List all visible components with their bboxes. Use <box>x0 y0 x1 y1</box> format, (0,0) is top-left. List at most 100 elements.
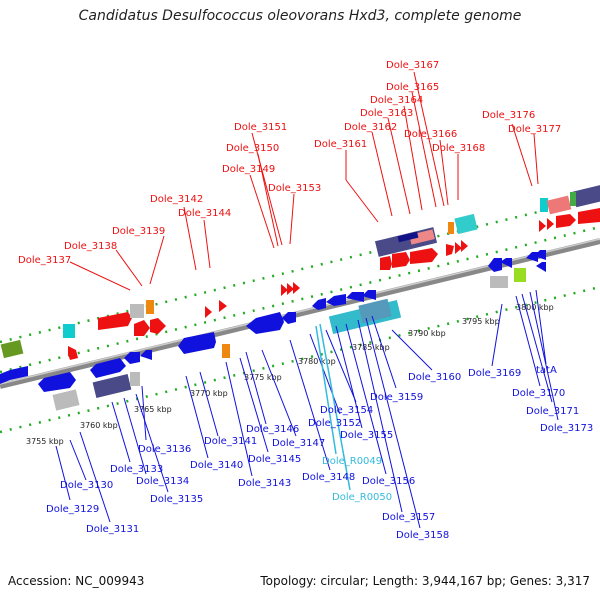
gene-forward[interactable] <box>410 248 438 264</box>
gene-label-upper[interactable]: Dole_3138 <box>64 241 117 252</box>
gene-label-upper[interactable]: Dole_3162 <box>344 122 397 133</box>
gene-label-lower[interactable]: Dole_3155 <box>340 430 393 441</box>
gene-reverse[interactable] <box>500 258 512 268</box>
gene-label-lower[interactable]: Dole_3133 <box>110 464 163 475</box>
feature-olive[interactable] <box>0 339 24 359</box>
feature-gray[interactable] <box>130 304 144 318</box>
gene-reverse[interactable] <box>124 352 140 364</box>
feature-slate[interactable] <box>92 373 132 399</box>
feature-orange[interactable] <box>146 300 154 314</box>
gene-label-lower[interactable]: Dole_3143 <box>238 478 291 489</box>
gene-forward[interactable] <box>219 300 227 312</box>
feature-slate[interactable] <box>572 184 600 208</box>
gene-label-lower[interactable]: Dole_3170 <box>512 388 565 399</box>
gene-forward[interactable] <box>150 318 166 334</box>
gene-reverse[interactable] <box>38 372 76 392</box>
gene-label-upper[interactable]: Dole_3166 <box>404 129 457 140</box>
gene-label-lower[interactable]: Dole_3148 <box>302 472 355 483</box>
gene-label-lower[interactable]: Dole_3145 <box>248 454 301 465</box>
gene-label-lower[interactable]: Dole_3131 <box>86 524 139 535</box>
gene-label-upper[interactable]: Dole_3153 <box>268 183 321 194</box>
gene-label-lower[interactable]: Dole_3152 <box>308 418 361 429</box>
gene-forward[interactable] <box>98 312 132 330</box>
feature-cyan[interactable] <box>63 324 75 338</box>
gene-label-upper[interactable]: Dole_3149 <box>222 164 275 175</box>
gene-forward[interactable] <box>556 214 576 228</box>
gene-reverse[interactable] <box>246 312 284 334</box>
gene-label-lower[interactable]: Dole_3154 <box>320 405 373 416</box>
gene-reverse[interactable] <box>282 312 296 324</box>
gene-reverse[interactable] <box>536 262 546 272</box>
gene-forward[interactable] <box>392 252 410 268</box>
gene-label-lower[interactable]: Dole_3157 <box>382 512 435 523</box>
gene-forward[interactable] <box>205 306 212 318</box>
feature-gray[interactable] <box>490 276 508 288</box>
gene-reverse[interactable] <box>534 250 546 260</box>
feature-cyan[interactable] <box>540 198 548 212</box>
gene-label-upper[interactable]: Dole_3150 <box>226 143 279 154</box>
gene-label-upper[interactable]: Dole_3164 <box>370 95 423 106</box>
gene-forward[interactable] <box>287 283 294 295</box>
gene-reverse[interactable] <box>178 332 216 354</box>
gene-label-lower[interactable]: Dole_3136 <box>138 444 191 455</box>
gene-label-upper[interactable]: Dole_3167 <box>386 60 439 71</box>
gene-label-lower[interactable]: Dole_3171 <box>526 406 579 417</box>
gene-reverse[interactable] <box>526 252 538 262</box>
gene-reverse[interactable] <box>90 358 126 378</box>
gene-label-lower[interactable]: Dole_3130 <box>60 480 113 491</box>
gene-reverse[interactable] <box>362 290 376 300</box>
feature-pink[interactable] <box>409 229 435 245</box>
gene-forward[interactable] <box>455 242 462 254</box>
gene-label-upper[interactable]: Dole_3165 <box>386 82 439 93</box>
feature-pink[interactable] <box>546 195 572 215</box>
gene-forward[interactable] <box>461 240 468 252</box>
gene-label-upper[interactable]: Dole_3161 <box>314 139 367 150</box>
gene-label-upper[interactable]: Dole_3144 <box>178 208 231 219</box>
gene-reverse[interactable] <box>346 292 364 302</box>
gene-label-lower[interactable]: Dole_3146 <box>246 424 299 435</box>
gene-forward[interactable] <box>547 218 554 230</box>
gene-reverse[interactable] <box>488 258 502 272</box>
gene-label-lower[interactable]: Dole_3129 <box>46 504 99 515</box>
gene-forward[interactable] <box>539 220 546 232</box>
gene-label-upper[interactable]: Dole_3142 <box>150 194 203 205</box>
gene-reverse[interactable] <box>326 294 346 306</box>
rna-label[interactable]: Dole_R0049 <box>322 456 382 467</box>
gene-label-lower[interactable]: Dole_3160 <box>408 372 461 383</box>
gene-label-lower[interactable]: tatA <box>536 365 557 376</box>
feature-lime[interactable] <box>514 268 526 282</box>
gene-label-lower[interactable]: Dole_3134 <box>136 476 189 487</box>
gene-reverse[interactable] <box>140 350 152 360</box>
rna-label[interactable]: Dole_R0050 <box>332 492 392 503</box>
gene-label-lower[interactable]: Dole_3140 <box>190 460 243 471</box>
gene-label-lower[interactable]: Dole_3135 <box>150 494 203 505</box>
feature-teal[interactable] <box>358 298 392 324</box>
gene-label-upper[interactable]: Dole_3168 <box>432 143 485 154</box>
gene-label-upper[interactable]: Dole_3151 <box>234 122 287 133</box>
feature-gray[interactable] <box>52 389 80 411</box>
feature-orange[interactable] <box>222 344 230 358</box>
gene-label-lower[interactable]: Dole_3169 <box>468 368 521 379</box>
gene-forward[interactable] <box>293 282 300 294</box>
gene-label-lower[interactable]: Dole_3158 <box>396 530 449 541</box>
gene-reverse[interactable] <box>312 298 326 310</box>
gene-forward[interactable] <box>446 244 454 256</box>
feature-cyan[interactable] <box>454 213 478 235</box>
gene-reverse[interactable] <box>0 366 28 384</box>
gene-forward[interactable] <box>281 284 288 296</box>
feature-navy[interactable] <box>397 231 419 243</box>
feature-orange[interactable] <box>448 222 454 234</box>
gene-forward[interactable] <box>134 320 150 336</box>
gene-label-upper[interactable]: Dole_3139 <box>112 226 165 237</box>
gene-label-lower[interactable]: Dole_3156 <box>362 476 415 487</box>
gene-forward[interactable] <box>68 346 78 360</box>
feature-gray[interactable] <box>130 372 140 386</box>
feature-green[interactable] <box>570 192 576 206</box>
gene-label-upper[interactable]: Dole_3137 <box>18 255 71 266</box>
gene-label-lower[interactable]: Dole_3147 <box>272 438 325 449</box>
gene-label-lower[interactable]: Dole_3173 <box>540 423 593 434</box>
gene-label-upper[interactable]: Dole_3163 <box>360 108 413 119</box>
gene-label-upper[interactable]: Dole_3177 <box>508 124 561 135</box>
gene-forward[interactable] <box>380 256 392 270</box>
gene-forward[interactable] <box>578 208 600 224</box>
